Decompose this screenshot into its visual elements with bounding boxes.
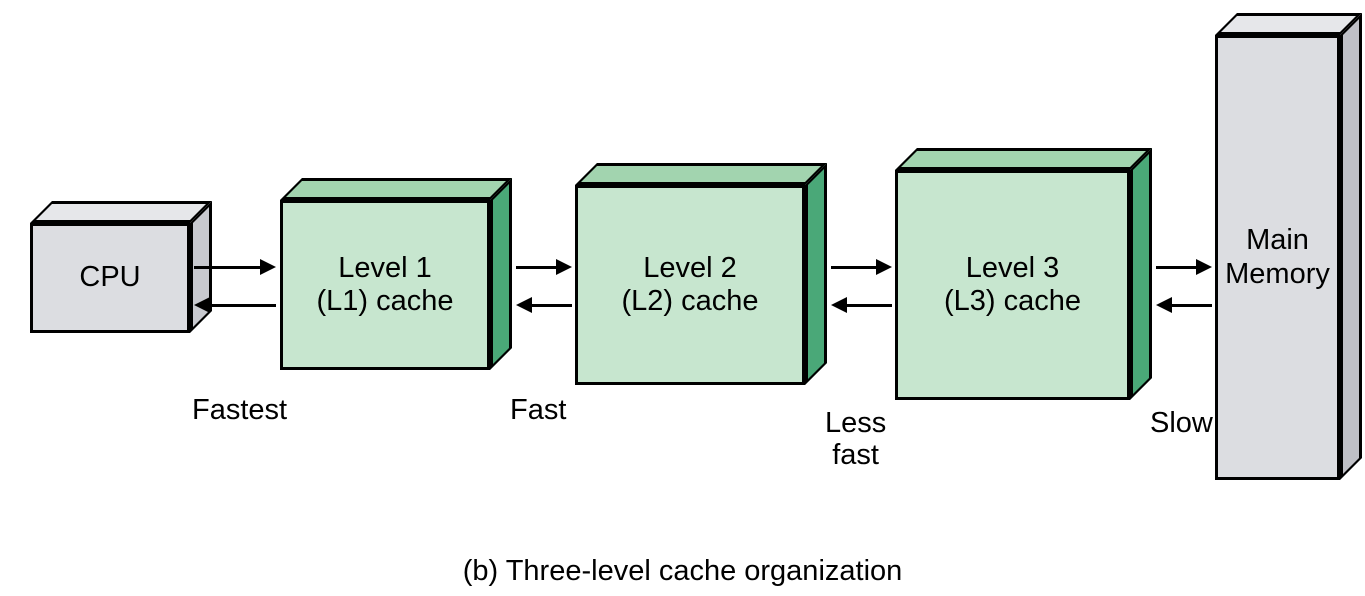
node-l3-cache-label: Level 3(L3) cache	[944, 252, 1081, 319]
arrow-left-1-head	[516, 297, 532, 313]
node-l3-cache-top-face	[895, 148, 1152, 170]
node-l3-cache-front-face: Level 3(L3) cache	[895, 170, 1130, 400]
node-main-memory: MainMemory	[1215, 35, 1362, 502]
label-slow: Slow	[1150, 408, 1213, 440]
arrow-right-1-head	[556, 259, 572, 275]
label-fast: Fast	[510, 395, 566, 427]
label-less-fast-line1: Less	[825, 407, 886, 439]
arrow-left-2-shaft	[847, 304, 892, 307]
node-l1-cache-top-face	[280, 178, 512, 200]
node-l2-cache-side-face	[805, 163, 827, 385]
arrow-left-3-shaft	[1172, 304, 1212, 307]
node-l2-cache: Level 2(L2) cache	[575, 185, 827, 407]
arrow-right-2-shaft	[831, 266, 876, 269]
diagram-canvas: CPU Level 1(L1) cache Level 2(L2) cache …	[0, 0, 1365, 596]
arrow-left-2-head	[831, 297, 847, 313]
node-main-memory-side-face	[1340, 13, 1362, 480]
node-l1-cache-front-face: Level 1(L1) cache	[280, 200, 490, 370]
arrow-left-0-shaft	[210, 304, 276, 307]
node-l1-cache: Level 1(L1) cache	[280, 200, 512, 392]
arrow-left-0-head	[194, 297, 210, 313]
arrow-right-3-head	[1196, 259, 1212, 275]
label-less-fast-line2: fast	[832, 439, 879, 471]
node-l1-cache-side-face	[490, 178, 512, 370]
arrow-left-1-shaft	[532, 304, 572, 307]
node-cpu-label: CPU	[79, 261, 140, 294]
node-l3-cache-side-face	[1130, 148, 1152, 400]
label-fastest: Fastest	[192, 395, 287, 427]
node-l3-cache: Level 3(L3) cache	[895, 170, 1152, 422]
figure-caption: (b) Three-level cache organization	[0, 555, 1365, 588]
node-l2-cache-top-face	[575, 163, 827, 185]
node-cpu: CPU	[30, 223, 212, 355]
node-cpu-front-face: CPU	[30, 223, 190, 333]
arrow-right-0-head	[260, 259, 276, 275]
node-l1-cache-label: Level 1(L1) cache	[316, 252, 453, 319]
node-l2-cache-label: Level 2(L2) cache	[621, 252, 758, 319]
arrow-right-3-shaft	[1156, 266, 1196, 269]
node-main-memory-front-face: MainMemory	[1215, 35, 1340, 480]
node-main-memory-top-face	[1215, 13, 1362, 35]
node-l2-cache-front-face: Level 2(L2) cache	[575, 185, 805, 385]
arrow-right-2-head	[876, 259, 892, 275]
label-less-fast: Less fast	[825, 408, 886, 472]
arrow-right-0-shaft	[194, 266, 260, 269]
node-cpu-top-face	[30, 201, 212, 223]
arrow-right-1-shaft	[516, 266, 556, 269]
arrow-left-3-head	[1156, 297, 1172, 313]
node-main-memory-label: MainMemory	[1225, 224, 1330, 291]
